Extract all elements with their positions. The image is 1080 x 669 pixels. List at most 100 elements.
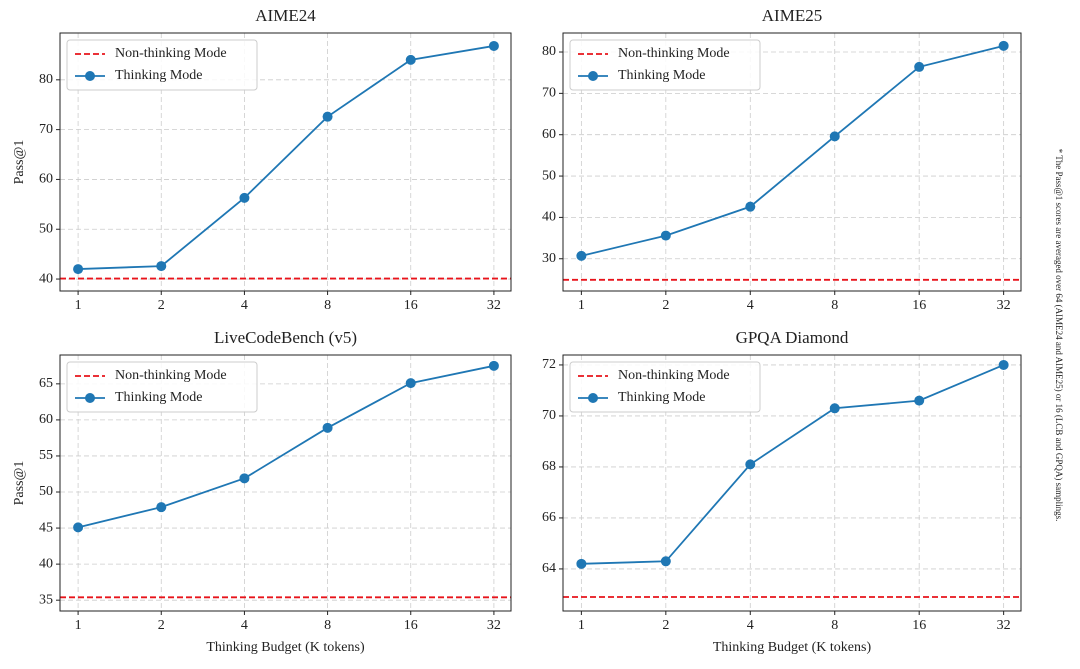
y-tick-label: 80 bbox=[542, 44, 556, 59]
y-tick-label: 50 bbox=[39, 221, 53, 236]
y-tick-label: 66 bbox=[542, 510, 556, 525]
point bbox=[660, 230, 671, 241]
y-tick-label: 65 bbox=[39, 376, 53, 391]
plot-frame bbox=[59, 354, 512, 612]
point bbox=[998, 40, 1009, 51]
series-line bbox=[78, 45, 495, 270]
legend-label: Thinking Mode bbox=[618, 68, 706, 83]
x-tick-label: 8 bbox=[324, 298, 331, 313]
y-tick-label: 68 bbox=[542, 459, 556, 474]
plot-frame bbox=[59, 32, 512, 292]
legend-label: Non-thinking Mode bbox=[115, 368, 227, 383]
point bbox=[829, 131, 840, 142]
x-tick-label: 16 bbox=[912, 298, 926, 313]
x-tick-label: 32 bbox=[997, 298, 1011, 313]
point bbox=[156, 502, 167, 513]
point bbox=[322, 111, 333, 122]
point bbox=[322, 422, 333, 433]
point bbox=[914, 395, 925, 406]
point bbox=[405, 378, 416, 389]
point bbox=[576, 558, 587, 569]
y-tick-label: 80 bbox=[39, 72, 53, 87]
y-tick-label: 35 bbox=[39, 592, 53, 607]
x-tick-label: 1 bbox=[578, 618, 585, 633]
x-tick-label: 4 bbox=[241, 618, 248, 633]
legend-box bbox=[66, 361, 258, 413]
y-tick-label: 45 bbox=[39, 520, 53, 535]
legend-label: Non-thinking Mode bbox=[115, 46, 227, 61]
y-tick-label: 40 bbox=[39, 271, 53, 286]
legend-box bbox=[66, 39, 258, 91]
chart-title: LiveCodeBench (v5) bbox=[214, 328, 357, 347]
x-tick-label: 1 bbox=[75, 298, 82, 313]
x-tick-label: 16 bbox=[404, 298, 418, 313]
y-tick-label: 50 bbox=[542, 168, 556, 183]
point bbox=[239, 192, 250, 203]
legend-label: Thinking Mode bbox=[115, 390, 203, 405]
chart-title: GPQA Diamond bbox=[736, 328, 849, 347]
y-tick-label: 70 bbox=[542, 86, 556, 101]
x-tick-label: 2 bbox=[158, 618, 165, 633]
y-tick-label: 60 bbox=[39, 172, 53, 187]
series-line bbox=[581, 364, 1004, 565]
legend-marker bbox=[588, 71, 598, 81]
point bbox=[660, 556, 671, 567]
point bbox=[829, 403, 840, 414]
point bbox=[73, 522, 84, 533]
legend-label: Thinking Mode bbox=[115, 68, 203, 83]
x-tick-label: 1 bbox=[578, 298, 585, 313]
point bbox=[914, 61, 925, 72]
x-tick-label: 4 bbox=[747, 618, 754, 633]
y-tick-label: 70 bbox=[39, 122, 53, 137]
series-line bbox=[581, 44, 1004, 257]
plot-frame bbox=[562, 32, 1022, 292]
x-tick-label: 2 bbox=[662, 298, 669, 313]
y-tick-label: 40 bbox=[542, 210, 556, 225]
legend-label: Non-thinking Mode bbox=[618, 368, 730, 383]
y-tick-label: 60 bbox=[542, 127, 556, 142]
point bbox=[239, 473, 250, 484]
legend-marker bbox=[85, 393, 95, 403]
legend-marker bbox=[85, 71, 95, 81]
point bbox=[156, 261, 167, 272]
x-axis-label: Thinking Budget (K tokens) bbox=[713, 640, 872, 655]
point bbox=[745, 201, 756, 212]
y-axis-label: Pass@1 bbox=[12, 461, 27, 506]
y-tick-label: 72 bbox=[542, 357, 556, 372]
x-tick-label: 4 bbox=[241, 298, 248, 313]
x-tick-label: 2 bbox=[662, 618, 669, 633]
x-tick-label: 1 bbox=[75, 618, 82, 633]
x-tick-label: 16 bbox=[404, 618, 418, 633]
legend-marker bbox=[588, 393, 598, 403]
point bbox=[405, 54, 416, 65]
legend-box bbox=[569, 39, 761, 91]
point bbox=[488, 360, 499, 371]
point bbox=[488, 40, 499, 51]
series-line bbox=[77, 364, 495, 529]
y-tick-label: 50 bbox=[39, 484, 53, 499]
x-tick-label: 32 bbox=[487, 298, 501, 313]
chart-title: AIME24 bbox=[255, 6, 316, 25]
y-tick-label: 60 bbox=[39, 412, 53, 427]
point bbox=[73, 264, 84, 275]
x-tick-label: 8 bbox=[831, 618, 838, 633]
plot-frame bbox=[562, 354, 1022, 612]
chart-title: AIME25 bbox=[762, 6, 822, 25]
point bbox=[998, 359, 1009, 370]
footnote: * The Pass@1 scores are averaged over 64… bbox=[1054, 149, 1064, 522]
y-tick-label: 40 bbox=[39, 556, 53, 571]
y-tick-label: 30 bbox=[542, 251, 556, 266]
x-axis-label: Thinking Budget (K tokens) bbox=[206, 640, 365, 655]
y-tick-label: 64 bbox=[542, 561, 556, 576]
x-tick-label: 32 bbox=[997, 618, 1011, 633]
legend-label: Thinking Mode bbox=[618, 390, 706, 405]
x-tick-label: 8 bbox=[831, 298, 838, 313]
x-tick-label: 4 bbox=[747, 298, 754, 313]
y-tick-label: 70 bbox=[542, 408, 556, 423]
point bbox=[576, 250, 587, 261]
x-tick-label: 2 bbox=[158, 298, 165, 313]
x-tick-label: 16 bbox=[912, 618, 926, 633]
point bbox=[745, 459, 756, 470]
y-tick-label: 55 bbox=[39, 448, 53, 463]
